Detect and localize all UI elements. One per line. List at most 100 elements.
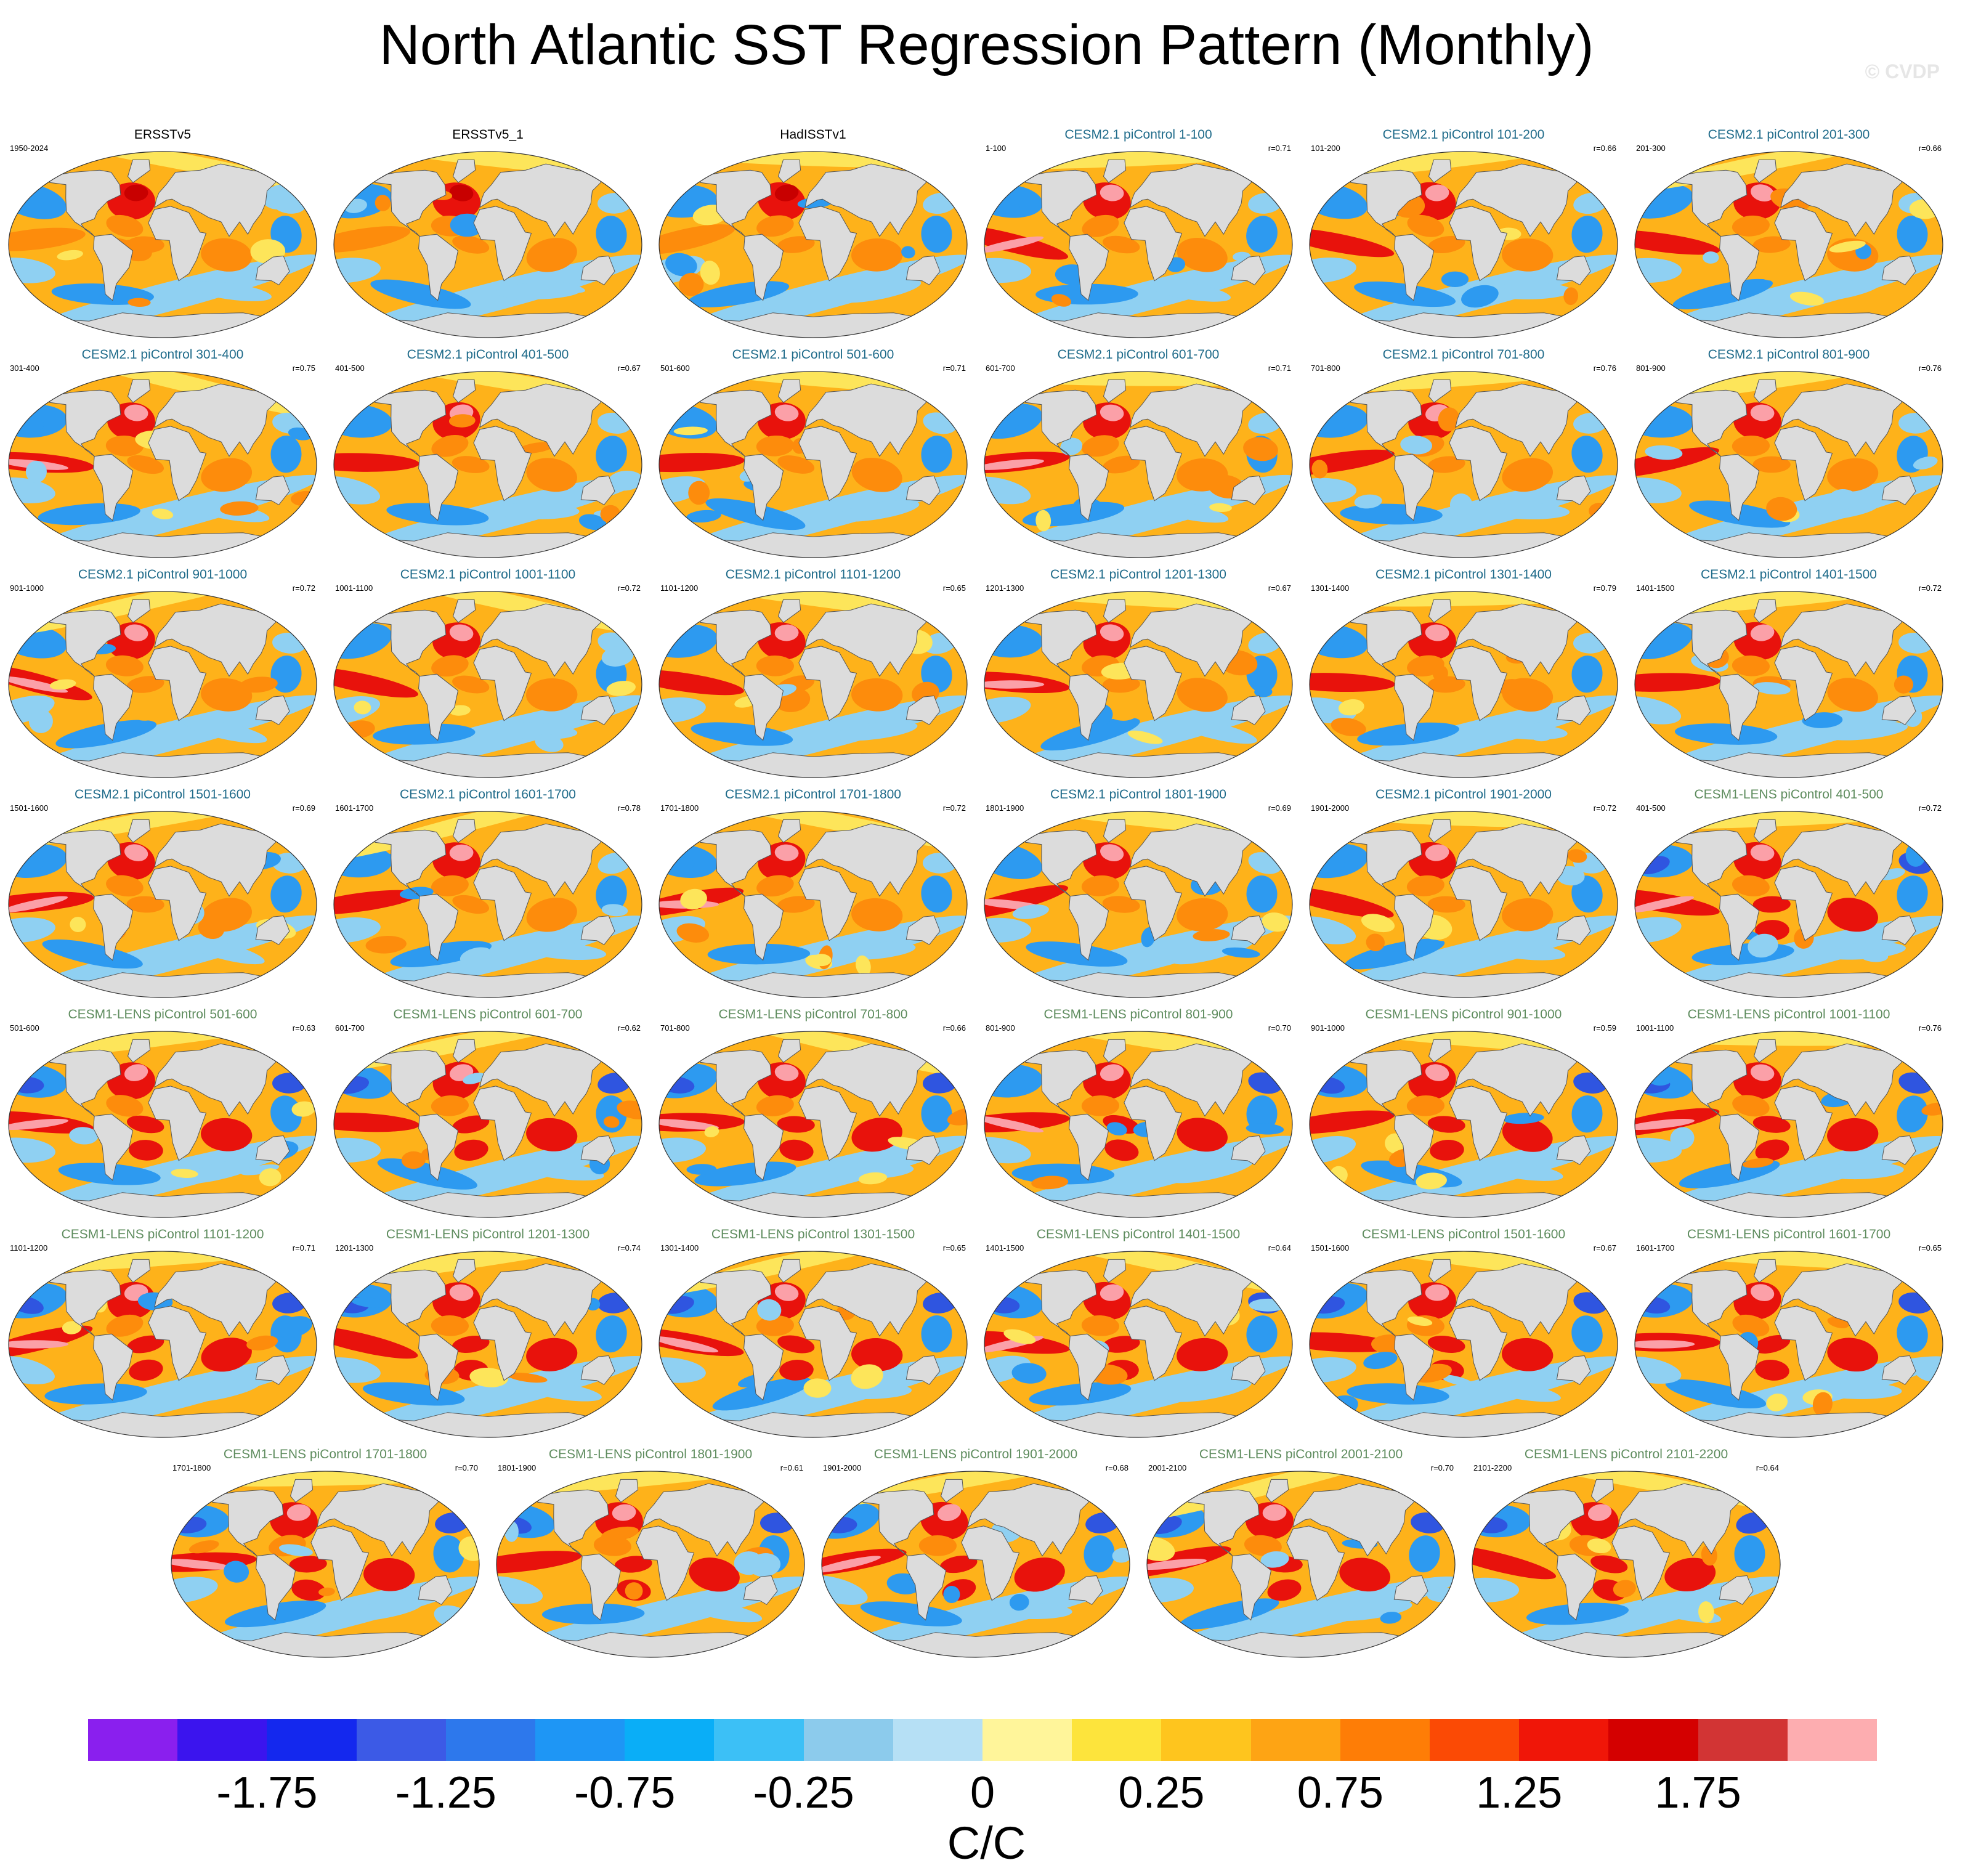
- panel-period: 1901-2000: [823, 1463, 862, 1472]
- panel-period: 1201-1300: [335, 1243, 374, 1253]
- sst-feature: [240, 1164, 280, 1176]
- map-border: [8, 371, 317, 558]
- panel-period: 1501-1600: [10, 803, 49, 813]
- land-eurasia: [1455, 163, 1579, 237]
- tropical-atlantic-warm: [105, 435, 144, 457]
- tropical-atlantic-warm: [756, 435, 794, 457]
- land-australia: [1231, 1355, 1266, 1386]
- land-africa: [473, 646, 532, 721]
- land-africa: [1286, 1525, 1345, 1601]
- land-africa: [310, 1525, 370, 1601]
- land-africa: [473, 1305, 532, 1381]
- panel-correlation: r=0.65: [1918, 1243, 1942, 1253]
- south-atlantic: [1104, 479, 1139, 501]
- land-eurasia: [1780, 1263, 1905, 1337]
- panel-title: CESM1-LENS piControl 1301-1500: [711, 1227, 915, 1241]
- north-atlantic-core: [774, 184, 799, 201]
- indian-ocean-warm: [851, 1338, 903, 1371]
- south-atlantic: [291, 1579, 326, 1601]
- equatorial-atlantic: [1752, 456, 1791, 473]
- colorbar-segment: [1250, 1719, 1341, 1761]
- map-panel: CESM1-LENS piControl 701-800 701-800 r=0.6…: [652, 1007, 974, 1222]
- equatorial-atlantic: [452, 456, 490, 473]
- land-australia: [1068, 1575, 1103, 1606]
- southwest-pacific-cool: [9, 477, 55, 503]
- south-atlantic: [1430, 699, 1464, 721]
- tropical-pacific-warm: [334, 453, 419, 472]
- land-eurasia: [1780, 163, 1905, 237]
- west-pacific-cool: [1734, 1535, 1765, 1573]
- map-panel: CESM1-LENS piControl 501-600 501-600 r=0.6…: [1, 1007, 324, 1222]
- land-namerica: [48, 389, 121, 457]
- sst-map: [1634, 811, 1943, 998]
- sst-feature: [463, 1073, 486, 1084]
- west-pacific-cool: [1897, 1315, 1928, 1353]
- west-pacific-cool: [921, 216, 952, 253]
- map-panel: CESM1-LENS piControl 601-700 601-700 r=0.6…: [326, 1007, 649, 1222]
- land-namerica: [699, 609, 772, 676]
- southern-ocean-cool: [1472, 1576, 1780, 1657]
- tropical-pacific-peak: [1635, 1340, 1695, 1349]
- indian-ocean-warm: [1177, 238, 1228, 272]
- map-border: [1309, 811, 1618, 998]
- land-namerica: [48, 1049, 121, 1116]
- sst-feature: [1441, 271, 1469, 288]
- panel-period: 201-300: [1636, 144, 1666, 153]
- tropical-atlantic-warm: [106, 1314, 144, 1337]
- map-border: [333, 591, 642, 778]
- panel-period: 1301-1400: [660, 1243, 699, 1253]
- southern-ocean-cool: [1147, 1576, 1455, 1657]
- panel-correlation: r=0.76: [1918, 363, 1942, 373]
- map-panel: CESM2.1 piControl 301-400 301-400 r=0.75: [1, 347, 324, 562]
- land-australia: [1231, 255, 1266, 286]
- land-namerica: [699, 389, 772, 457]
- land-samerica: [743, 453, 784, 521]
- equatorial-atlantic: [1102, 1336, 1140, 1353]
- sst-feature: [49, 679, 76, 690]
- sst-feature: [275, 1316, 313, 1338]
- land-australia: [1231, 695, 1266, 726]
- south-indian-cool: [1480, 941, 1566, 960]
- land-greenland: [1103, 159, 1127, 183]
- land-eurasia: [479, 823, 604, 897]
- indian-ocean-warm: [363, 1557, 415, 1591]
- southern-ocean-cool: [1310, 1356, 1618, 1437]
- sst-feature: [856, 955, 871, 977]
- land-australia: [1881, 915, 1916, 946]
- land-samerica: [1719, 893, 1760, 961]
- panel-title: CESM1-LENS piControl 1101-1200: [61, 1227, 264, 1241]
- land-australia: [1556, 1355, 1591, 1386]
- tropical-atlantic-warm: [1082, 214, 1119, 237]
- land-africa: [1449, 206, 1508, 282]
- west-pacific-cool: [270, 1095, 302, 1133]
- sst-feature: [1613, 1580, 1636, 1598]
- land-greenland: [1753, 1039, 1777, 1063]
- map-panel: CESM2.1 piControl 1801-1900 1801-1900 r=0.…: [977, 787, 1300, 1002]
- panel-period: 1301-1400: [1311, 583, 1350, 593]
- panel-correlation: r=0.75: [292, 363, 315, 373]
- sst-feature: [1670, 1127, 1695, 1150]
- arctic-band: [9, 1031, 317, 1060]
- indian-ocean-warm: [1502, 1338, 1554, 1371]
- indian-ocean-warm: [1827, 898, 1878, 932]
- panel-correlation: r=0.70: [1268, 1023, 1291, 1033]
- land-greenland: [1753, 379, 1777, 403]
- colorbar-units: C/C: [947, 1817, 1026, 1869]
- map-border: [984, 151, 1293, 338]
- sst-feature: [608, 470, 642, 491]
- southwest-pacific-cool: [334, 917, 381, 943]
- map-panel: CESM2.1 piControl 1001-1100 1001-1100 r=0.…: [326, 567, 649, 782]
- sst-feature: [246, 1335, 278, 1350]
- indian-ocean-warm: [201, 1118, 253, 1151]
- colorbar: [88, 1719, 1878, 1761]
- land-namerica: [699, 1049, 772, 1116]
- land-australia: [1719, 1575, 1754, 1606]
- southwest-pacific-cool: [1635, 696, 1682, 725]
- south-pacific-cool: [1040, 717, 1140, 751]
- north-atlantic-core: [449, 624, 474, 641]
- sst-feature: [1246, 1123, 1284, 1135]
- tropical-atlantic-warm: [431, 434, 469, 457]
- sst-feature: [152, 508, 174, 519]
- sst-feature: [1432, 665, 1448, 681]
- panel-period: 1201-1300: [986, 583, 1024, 593]
